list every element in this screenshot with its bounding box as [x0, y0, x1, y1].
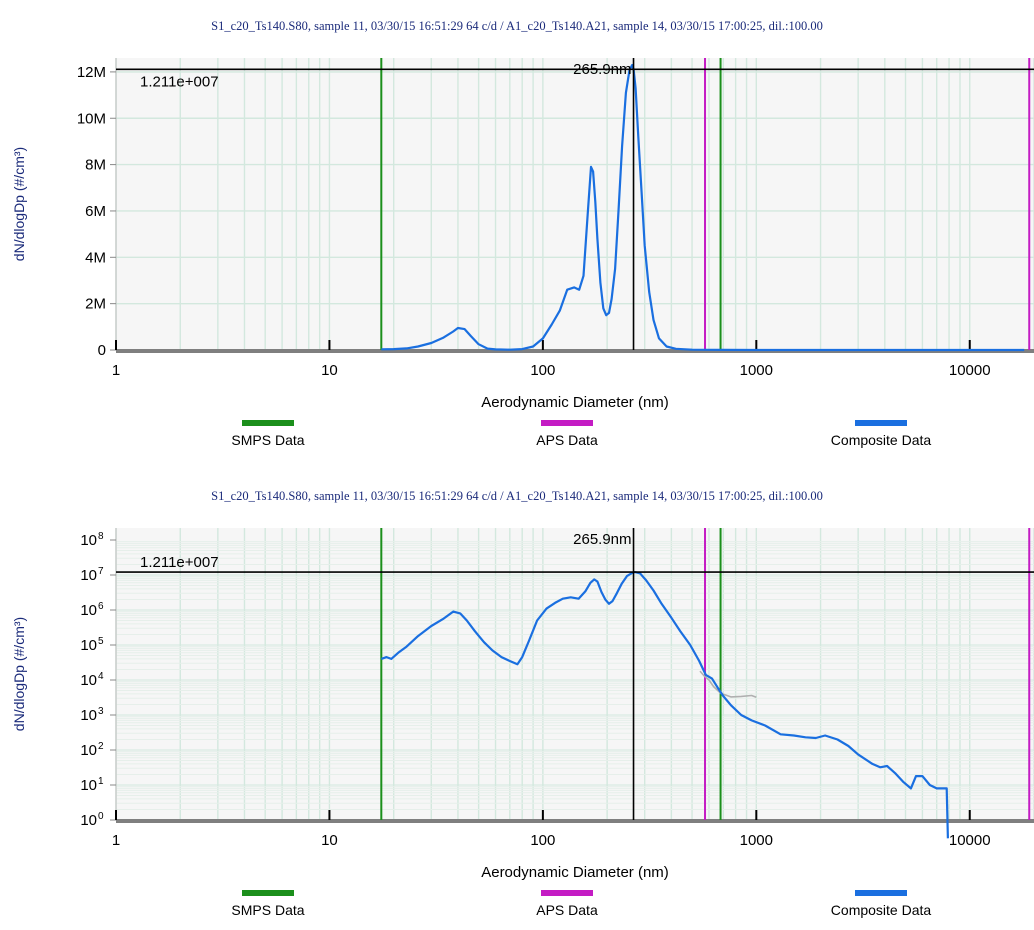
x-tick-label: 100: [530, 832, 555, 849]
y-tick-label: 10: [80, 707, 97, 724]
y-tick-label: 10: [80, 672, 97, 689]
y-tick-label: 8M: [85, 157, 106, 174]
legend-label: SMPS Data: [231, 432, 304, 448]
y-tick-label: 4M: [85, 249, 106, 266]
linear-chart-panel: S1_c20_Ts140.S80, sample 11, 03/30/15 16…: [0, 0, 1034, 460]
x-tick-label: 10000: [949, 362, 991, 379]
series-line-composite-data: [381, 63, 1025, 352]
y-tick-label: 10: [80, 567, 97, 584]
y-axis-label: dN/dlogDp (#/cm³): [11, 617, 27, 731]
legend-swatch: [855, 420, 907, 426]
log-chart-panel: S1_c20_Ts140.S80, sample 11, 03/30/15 16…: [0, 470, 1034, 930]
x-tick-label: 100: [530, 362, 555, 379]
x-axis-label: Aerodynamic Diameter (nm): [481, 864, 669, 881]
legend-label: APS Data: [536, 432, 598, 448]
y-tick-exponent: 7: [98, 566, 104, 577]
y-tick-label: 6M: [85, 203, 106, 220]
y-tick-label: 10: [80, 777, 97, 794]
y-tick-exponent: 4: [98, 671, 104, 682]
y-axis-label: dN/dlogDp (#/cm³): [11, 147, 27, 261]
y-tick-label: 10: [80, 602, 97, 619]
x-tick-label: 1000: [740, 832, 773, 849]
x-tick-label: 1: [112, 362, 120, 379]
chart-title: S1_c20_Ts140.S80, sample 11, 03/30/15 16…: [211, 489, 823, 503]
cursor-y-label: 1.211e+007: [140, 73, 219, 90]
x-tick-label: 10: [321, 832, 338, 849]
x-tick-label: 10000: [949, 832, 991, 849]
y-tick-label: 10: [80, 812, 97, 829]
legend-label: Composite Data: [831, 902, 932, 918]
y-tick-exponent: 6: [98, 601, 104, 612]
legend-swatch: [541, 890, 593, 896]
legend-label: APS Data: [536, 902, 598, 918]
y-tick-label: 0: [98, 342, 106, 359]
legend-swatch: [242, 890, 294, 896]
cursor-x-label: 265.9nm: [573, 61, 631, 78]
legend-swatch: [242, 420, 294, 426]
y-tick-exponent: 5: [98, 636, 104, 647]
x-tick-label: 1000: [740, 362, 773, 379]
y-tick-exponent: 2: [98, 741, 104, 752]
y-tick-exponent: 3: [98, 706, 104, 717]
log-chart: S1_c20_Ts140.S80, sample 11, 03/30/15 16…: [11, 489, 1034, 918]
y-tick-label: 10M: [77, 110, 106, 127]
y-tick-label: 10: [80, 742, 97, 759]
x-tick-label: 10: [321, 362, 338, 379]
y-tick-exponent: 0: [98, 811, 104, 822]
plot-area: [116, 58, 1034, 350]
y-tick-label: 2M: [85, 296, 106, 313]
y-tick-label: 10: [80, 532, 97, 549]
y-tick-label: 12M: [77, 64, 106, 81]
x-axis-bar: [116, 819, 1034, 823]
cursor-y-label: 1.211e+007: [140, 554, 219, 571]
linear-chart: S1_c20_Ts140.S80, sample 11, 03/30/15 16…: [11, 19, 1034, 448]
x-tick-label: 1: [112, 832, 120, 849]
legend-label: SMPS Data: [231, 902, 304, 918]
chart-title: S1_c20_Ts140.S80, sample 11, 03/30/15 16…: [211, 19, 823, 33]
x-axis-bar: [116, 349, 1034, 353]
cursor-x-label: 265.9nm: [573, 531, 631, 548]
y-tick-label: 10: [80, 637, 97, 654]
legend-label: Composite Data: [831, 432, 932, 448]
x-axis-label: Aerodynamic Diameter (nm): [481, 394, 669, 411]
legend-swatch: [541, 420, 593, 426]
y-tick-exponent: 1: [98, 776, 104, 787]
legend-swatch: [855, 890, 907, 896]
y-tick-exponent: 8: [98, 531, 104, 542]
